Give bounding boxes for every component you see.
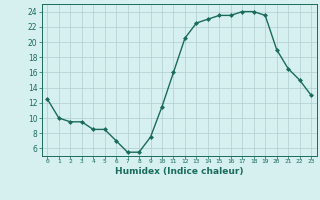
X-axis label: Humidex (Indice chaleur): Humidex (Indice chaleur)	[115, 167, 244, 176]
